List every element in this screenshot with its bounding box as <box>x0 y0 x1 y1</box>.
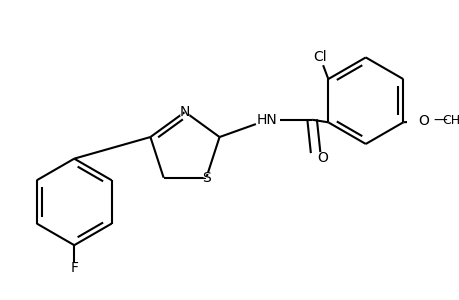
Text: O: O <box>417 114 429 128</box>
Text: HN: HN <box>256 113 277 127</box>
Text: S: S <box>202 171 210 185</box>
Text: N: N <box>179 105 190 119</box>
Text: O: O <box>316 151 328 165</box>
Text: O: O <box>316 151 327 165</box>
Text: HN: HN <box>255 113 278 127</box>
Text: Cl: Cl <box>312 50 326 64</box>
Text: N: N <box>179 105 190 119</box>
Text: CH₃: CH₃ <box>441 114 459 127</box>
Text: —: — <box>433 114 446 128</box>
Text: F: F <box>69 261 79 275</box>
Text: Cl: Cl <box>312 50 326 64</box>
Text: O: O <box>418 114 429 128</box>
Text: S: S <box>201 171 211 185</box>
Text: F: F <box>70 261 78 275</box>
